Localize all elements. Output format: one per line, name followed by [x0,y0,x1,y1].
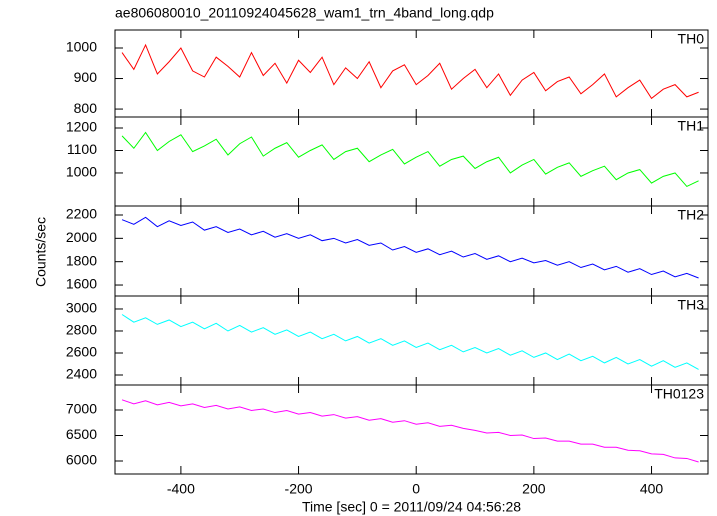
series-label: TH2 [678,207,705,223]
y-axis-label: Counts/sec [33,217,49,287]
data-line [121,43,699,100]
series-label: TH0 [678,31,705,47]
chart-title: ae806080010_20110924045628_wam1_trn_4ban… [115,5,494,21]
x-tick-label: 0 [412,481,420,497]
y-tick-label: 1800 [66,252,97,268]
panel-frame [114,295,709,386]
y-tick-label: 2400 [66,366,97,382]
y-tick-label: 6500 [66,426,97,442]
series-label: TH1 [678,118,705,134]
x-tick-label: 400 [640,481,664,497]
y-tick-label: 1100 [67,141,97,157]
y-tick-label: 2800 [66,322,97,338]
panel-frame [114,205,709,297]
data-line [121,314,699,370]
y-tick-label: 1000 [66,39,97,55]
y-tick-label: 6000 [66,452,97,468]
y-tick-label: 2600 [66,344,97,360]
y-tick-label: 1200 [66,119,97,135]
y-tick-label: 1000 [66,164,97,180]
y-tick-label: 2000 [66,229,97,245]
x-tick-label: -200 [285,481,313,497]
panel-frame [114,384,709,475]
x-axis-label: Time [sec] 0 = 2011/09/24 04:56:28 [302,499,521,515]
y-tick-label: 1600 [66,276,97,292]
panel-frame [114,29,709,118]
series-label: TH0123 [654,386,704,402]
series-label: TH3 [678,297,705,313]
panel-frame [114,116,709,207]
y-tick-label: 7000 [66,401,97,417]
x-tick-label: 200 [522,481,546,497]
x-tick-label: -400 [167,481,195,497]
data-line [121,399,699,463]
y-tick-label: 800 [74,100,98,116]
data-line [121,131,699,188]
data-line [121,216,699,279]
y-tick-label: 2200 [66,206,97,222]
y-tick-label: 900 [74,69,98,85]
y-tick-label: 3000 [66,300,97,316]
